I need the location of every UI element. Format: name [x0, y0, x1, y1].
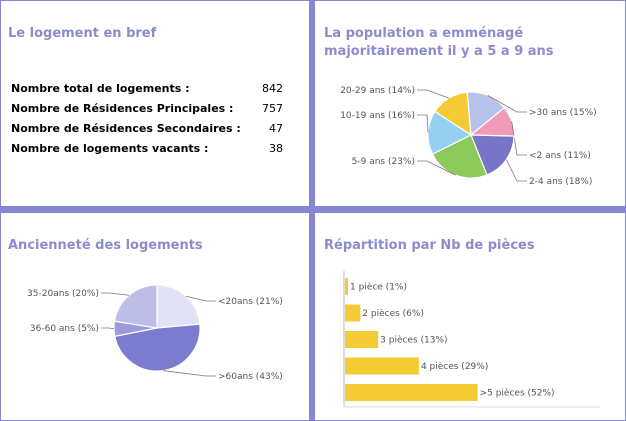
pie-label: <2 ans (11%) — [529, 151, 591, 161]
stat-label: Nombre de Résidences Secondaires : — [11, 122, 241, 135]
pie-leader-line — [417, 114, 429, 133]
pie-label: 20-29 ans (14%) — [340, 86, 415, 96]
pie-leader-line — [505, 159, 527, 182]
bar-4-pi-ces — [345, 357, 419, 375]
pie-slice-10-19-ans — [427, 110, 473, 155]
stat-value: 842 — [262, 82, 283, 95]
bar-5-pi-ces — [345, 384, 478, 401]
pie-slice-20ans — [156, 284, 201, 329]
stat-value: 757 — [262, 102, 283, 115]
pie-leader-line — [417, 89, 449, 99]
pie-label: >30 ans (15%) — [529, 108, 597, 118]
anciennete-panel: Ancienneté des logements <20ans (21%) >60… — [1, 213, 309, 420]
summary-panel: Le logement en bref Nombre total de loge… — [1, 1, 309, 206]
summary-title: Le logement en bref — [8, 26, 157, 41]
population-title: La population a emménagé majoritairement… — [324, 26, 554, 59]
pieces-bar-chart: 1 pièce (1%) 2 pièces (6%) 3 pièces (13%) 4… — [343, 271, 600, 408]
population-panel: La population a emménagé majoritairement… — [315, 1, 625, 206]
bar-label: 3 pièces (13%) — [380, 335, 447, 346]
bar-2-pi-ces — [345, 304, 361, 322]
stat-label: Nombre total de logements : — [11, 82, 190, 95]
bar-label: 4 pièces (29%) — [421, 361, 488, 372]
stat-label: Nombre de logements vacants : — [11, 142, 209, 155]
pie-leader-line — [163, 370, 216, 377]
stat-row-vacants: Nombre de logements vacants : 38 — [11, 139, 283, 159]
stat-row-secondaires: Nombre de Résidences Secondaires : 47 — [11, 119, 283, 139]
bar-label: 1 pièce (1%) — [350, 282, 407, 293]
pie-label: 36-60 ans (5%) — [30, 324, 99, 334]
bar-3-pi-ces — [345, 331, 379, 348]
stat-row-total: Nombre total de logements : 842 — [11, 79, 283, 99]
pie-leader-line — [185, 295, 216, 302]
pie-label: >60ans (43%) — [218, 372, 283, 382]
pie-label: <20ans (21%) — [218, 297, 283, 307]
pie-label: 35-20ans (20%) — [27, 289, 99, 299]
bar-1-pi-ce — [345, 278, 348, 295]
anciennete-title: Ancienneté des logements — [8, 238, 203, 253]
stat-row-principales: Nombre de Résidences Principales : 757 — [11, 99, 283, 119]
stat-label: Nombre de Résidences Principales : — [11, 102, 234, 115]
pieces-title: Répartition par Nb de pièces — [324, 238, 535, 253]
pie-label: 2-4 ans (18%) — [529, 177, 592, 187]
pie-leader-line — [417, 160, 456, 176]
pie-leader-line — [487, 95, 527, 113]
anciennete-pie-chart: <20ans (21%) >60ans (43%) 36-60 ans (5%) 35… — [27, 284, 283, 382]
bar-label: 2 pièces (6%) — [362, 308, 424, 319]
population-pie-chart: 20-29 ans (14%) >30 ans (15%) <2 ans (11%)… — [340, 86, 597, 187]
pie-leader-line — [101, 292, 130, 296]
pie-leader-line — [511, 120, 527, 156]
pie-slice-5-9-ans — [431, 134, 488, 179]
stat-value: 47 — [269, 122, 283, 135]
pie-slice-35-20ans — [113, 284, 158, 329]
pie-leader-line — [101, 327, 115, 330]
pie-label: 5-9 ans (23%) — [352, 157, 415, 167]
pieces-panel: Répartition par Nb de pièces 1 pièce (1%… — [315, 213, 625, 420]
pie-label: 10-19 ans (16%) — [340, 111, 415, 121]
stat-value: 38 — [269, 142, 283, 155]
summary-stats: Nombre total de logements : 842 Nombre d… — [11, 79, 283, 159]
bar-label: >5 pièces (52%) — [480, 388, 555, 399]
